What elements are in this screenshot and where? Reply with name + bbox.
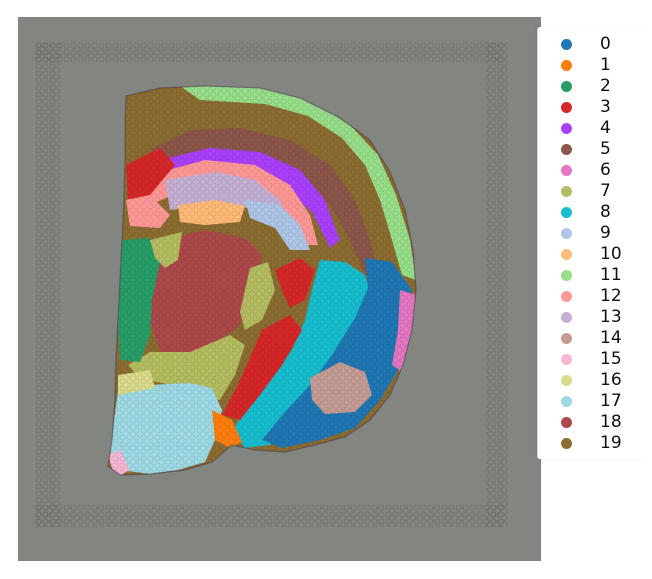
legend-entry-10: 10 — [538, 244, 648, 265]
legend-label-6: 6 — [600, 160, 611, 180]
legend-label-4: 4 — [600, 118, 611, 138]
legend-marker-10 — [561, 249, 572, 260]
legend-label-0: 0 — [600, 34, 611, 54]
legend-label-2: 2 — [600, 76, 611, 96]
spot-texture — [108, 86, 416, 475]
legend-entry-6: 6 — [538, 160, 648, 181]
legend-marker-19 — [561, 438, 572, 449]
legend-marker-17 — [561, 396, 572, 407]
legend-label-3: 3 — [600, 97, 611, 117]
legend-entry-14: 14 — [538, 328, 648, 349]
cluster-legend: 0 1 2 3 4 5 6 7 8 9 10 11 12 13 14 15 16 17 18 19 — [537, 27, 648, 459]
legend-marker-4 — [561, 123, 572, 134]
legend-marker-7 — [561, 186, 572, 197]
legend-entry-8: 8 — [538, 202, 648, 223]
legend-label-17: 17 — [600, 391, 622, 411]
legend-entry-3: 3 — [538, 97, 648, 118]
fiducial-frame — [35, 42, 508, 527]
legend-entry-7: 7 — [538, 181, 648, 202]
legend-label-12: 12 — [600, 286, 622, 306]
legend-label-10: 10 — [600, 244, 622, 264]
legend-marker-0 — [561, 39, 572, 50]
legend-marker-15 — [561, 354, 572, 365]
legend-entry-9: 9 — [538, 223, 648, 244]
legend-label-14: 14 — [600, 328, 622, 348]
legend-marker-6 — [561, 165, 572, 176]
legend-entry-16: 16 — [538, 370, 648, 391]
legend-marker-5 — [561, 144, 572, 155]
legend-entry-11: 11 — [538, 265, 648, 286]
legend-label-11: 11 — [600, 265, 622, 285]
legend-entry-0: 0 — [538, 34, 648, 55]
legend-marker-16 — [561, 375, 572, 386]
legend-entry-18: 18 — [538, 412, 648, 433]
legend-marker-1 — [561, 60, 572, 71]
legend-marker-2 — [561, 81, 572, 92]
legend-entry-4: 4 — [538, 118, 648, 139]
legend-marker-3 — [561, 102, 572, 113]
legend-marker-8 — [561, 207, 572, 218]
legend-marker-12 — [561, 291, 572, 302]
legend-entry-15: 15 — [538, 349, 648, 370]
legend-entry-5: 5 — [538, 139, 648, 160]
legend-label-7: 7 — [600, 181, 611, 201]
legend-label-16: 16 — [600, 370, 622, 390]
legend-marker-11 — [561, 270, 572, 281]
tissue-outline — [107, 85, 417, 476]
legend-label-18: 18 — [600, 412, 622, 432]
legend-marker-9 — [561, 228, 572, 239]
legend-entry-17: 17 — [538, 391, 648, 412]
legend-label-1: 1 — [600, 55, 611, 75]
legend-label-8: 8 — [600, 202, 611, 222]
legend-marker-13 — [561, 312, 572, 323]
legend-entry-12: 12 — [538, 286, 648, 307]
legend-label-15: 15 — [600, 349, 622, 369]
legend-entry-1: 1 — [538, 55, 648, 76]
legend-label-9: 9 — [600, 223, 611, 243]
legend-entry-19: 19 — [538, 433, 648, 454]
legend-marker-18 — [561, 417, 572, 428]
legend-entry-13: 13 — [538, 307, 648, 328]
legend-label-5: 5 — [600, 139, 611, 159]
legend-label-19: 19 — [600, 433, 622, 453]
legend-marker-14 — [561, 333, 572, 344]
legend-label-13: 13 — [600, 307, 622, 327]
legend-entry-2: 2 — [538, 76, 648, 97]
